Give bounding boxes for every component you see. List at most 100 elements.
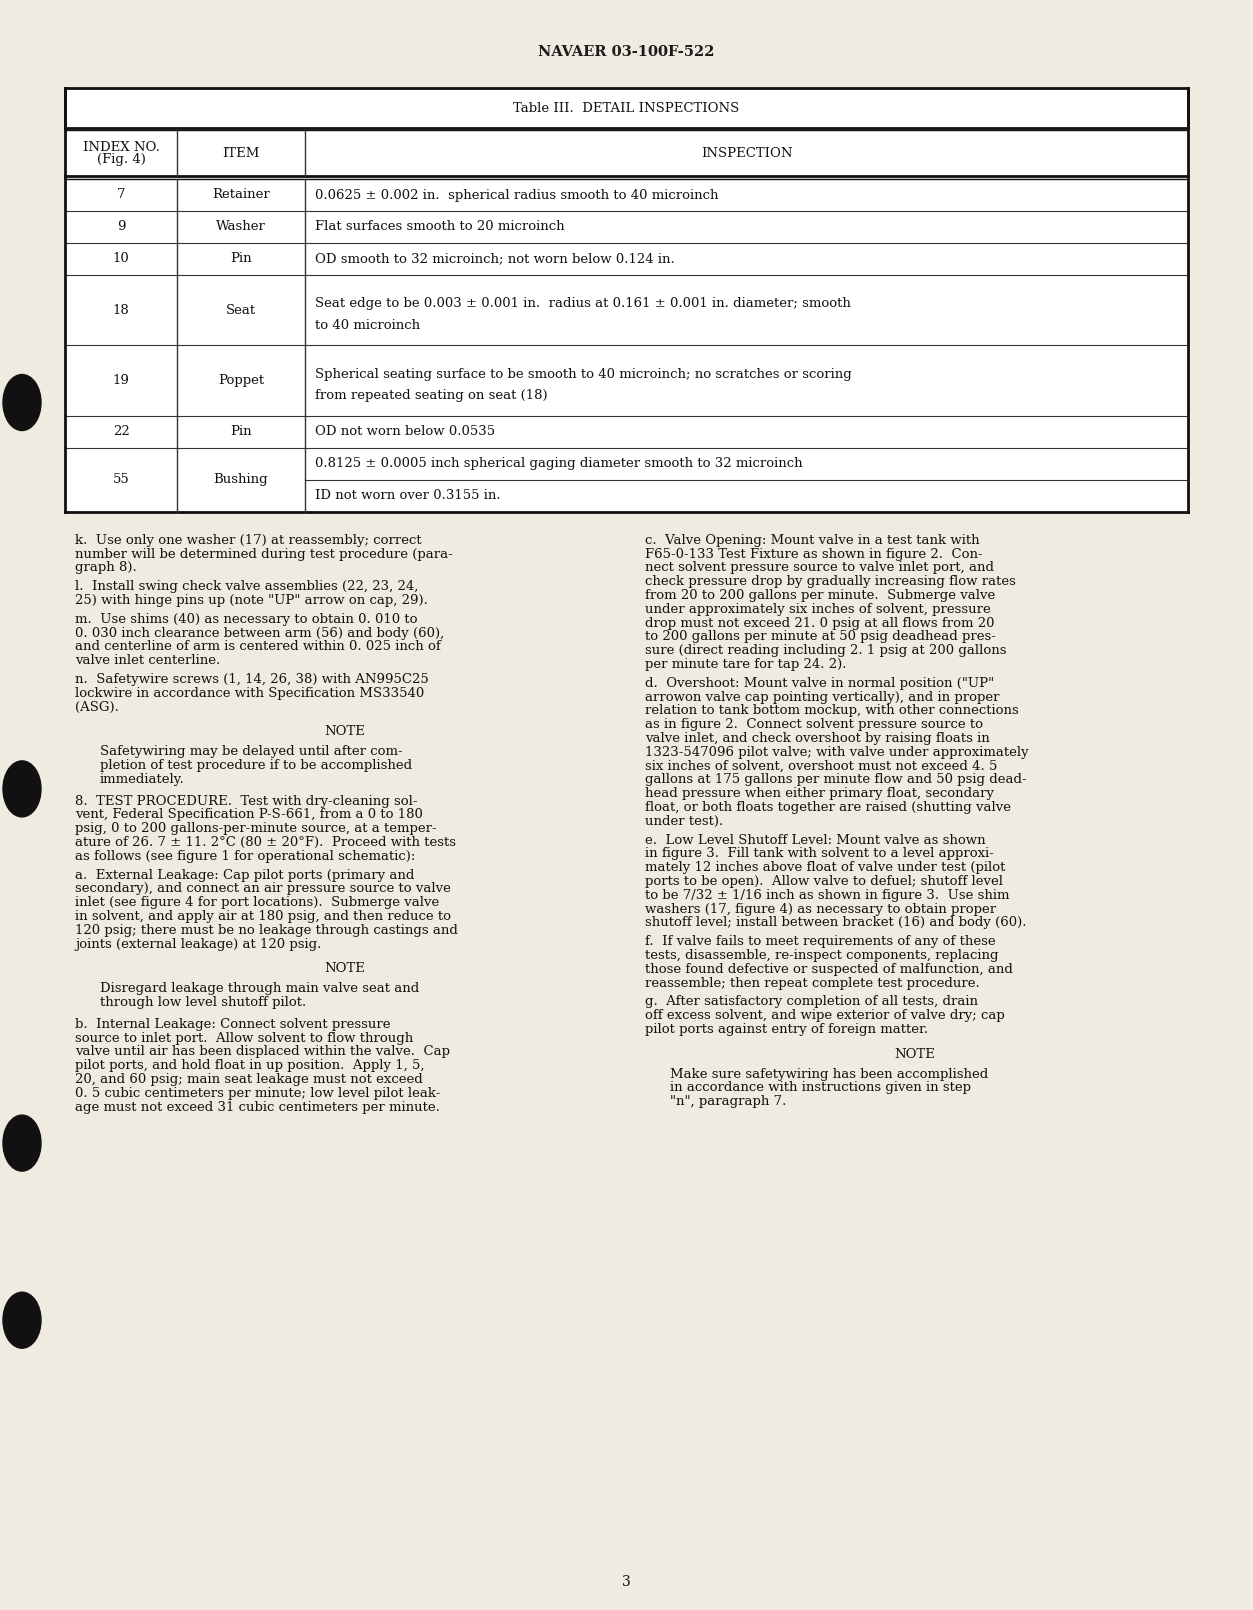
Text: through low level shutoff pilot.: through low level shutoff pilot. — [100, 997, 306, 1009]
Text: in accordance with instructions given in step: in accordance with instructions given in… — [670, 1082, 971, 1095]
Text: n.  Safetywire screws (1, 14, 26, 38) with AN995C25: n. Safetywire screws (1, 14, 26, 38) wit… — [75, 673, 429, 686]
Text: off excess solvent, and wipe exterior of valve dry; cap: off excess solvent, and wipe exterior of… — [645, 1009, 1005, 1022]
Text: gallons at 175 gallons per minute flow and 50 psig dead-: gallons at 175 gallons per minute flow a… — [645, 773, 1026, 786]
Ellipse shape — [3, 375, 41, 430]
Ellipse shape — [3, 762, 41, 816]
Text: Seat: Seat — [226, 304, 256, 317]
Text: 1323-547096 pilot valve; with valve under approximately: 1323-547096 pilot valve; with valve unde… — [645, 745, 1029, 758]
Text: Safetywiring may be delayed until after com-: Safetywiring may be delayed until after … — [100, 745, 402, 758]
Text: 8.  TEST PROCEDURE.  Test with dry-cleaning sol-: 8. TEST PROCEDURE. Test with dry-cleanin… — [75, 795, 417, 808]
Text: as follows (see figure 1 for operational schematic):: as follows (see figure 1 for operational… — [75, 850, 416, 863]
Text: six inches of solvent, overshoot must not exceed 4. 5: six inches of solvent, overshoot must no… — [645, 760, 997, 773]
Text: lockwire in accordance with Specification MS33540: lockwire in accordance with Specificatio… — [75, 687, 425, 700]
Text: valve inlet, and check overshoot by raising floats in: valve inlet, and check overshoot by rais… — [645, 733, 990, 745]
Bar — [65, 415, 1188, 448]
Text: graph 8).: graph 8). — [75, 562, 137, 575]
Text: reassemble; then repeat complete test procedure.: reassemble; then repeat complete test pr… — [645, 977, 980, 990]
Text: arrowon valve cap pointing vertically), and in proper: arrowon valve cap pointing vertically), … — [645, 691, 1000, 704]
Text: washers (17, figure 4) as necessary to obtain proper: washers (17, figure 4) as necessary to o… — [645, 903, 996, 916]
Text: "n", paragraph 7.: "n", paragraph 7. — [670, 1095, 787, 1108]
Text: b.  Internal Leakage: Connect solvent pressure: b. Internal Leakage: Connect solvent pre… — [75, 1018, 391, 1030]
Text: as in figure 2.  Connect solvent pressure source to: as in figure 2. Connect solvent pressure… — [645, 718, 984, 731]
Text: per minute tare for tap 24. 2).: per minute tare for tap 24. 2). — [645, 658, 847, 671]
Text: age must not exceed 31 cubic centimeters per minute.: age must not exceed 31 cubic centimeters… — [75, 1101, 440, 1114]
Bar — [65, 179, 1188, 211]
Text: NOTE: NOTE — [325, 726, 366, 739]
Text: vent, Federal Specification P-S-661, from a 0 to 180: vent, Federal Specification P-S-661, fro… — [75, 808, 422, 821]
Text: NOTE: NOTE — [895, 1048, 936, 1061]
Bar — [65, 130, 1188, 177]
Text: mately 12 inches above float of valve under test (pilot: mately 12 inches above float of valve un… — [645, 861, 1005, 874]
Text: 19: 19 — [113, 374, 129, 386]
Text: source to inlet port.  Allow solvent to flow through: source to inlet port. Allow solvent to f… — [75, 1032, 413, 1045]
Text: nect solvent pressure source to valve inlet port, and: nect solvent pressure source to valve in… — [645, 562, 994, 575]
Text: ature of 26. 7 ± 11. 2°C (80 ± 20°F).  Proceed with tests: ature of 26. 7 ± 11. 2°C (80 ± 20°F). Pr… — [75, 836, 456, 848]
Text: d.  Overshoot: Mount valve in normal position ("UP": d. Overshoot: Mount valve in normal posi… — [645, 676, 994, 689]
Text: ports to be open).  Allow valve to defuel; shutoff level: ports to be open). Allow valve to defuel… — [645, 874, 1002, 889]
Text: Washer: Washer — [216, 221, 266, 233]
Text: tests, disassemble, re-inspect components, replacing: tests, disassemble, re-inspect component… — [645, 948, 999, 963]
Bar — [65, 448, 1188, 512]
Text: OD not worn below 0.0535: OD not worn below 0.0535 — [315, 425, 495, 438]
Text: pilot ports, and hold float in up position.  Apply 1, 5,: pilot ports, and hold float in up positi… — [75, 1059, 425, 1072]
Text: Disregard leakage through main valve seat and: Disregard leakage through main valve sea… — [100, 982, 420, 995]
Text: INDEX NO.: INDEX NO. — [83, 142, 159, 155]
Text: psig, 0 to 200 gallons-per-minute source, at a temper-: psig, 0 to 200 gallons-per-minute source… — [75, 823, 436, 836]
Text: 55: 55 — [113, 473, 129, 486]
Text: 0. 5 cubic centimeters per minute; low level pilot leak-: 0. 5 cubic centimeters per minute; low l… — [75, 1087, 440, 1100]
Text: head pressure when either primary float, secondary: head pressure when either primary float,… — [645, 787, 994, 800]
Text: Pin: Pin — [231, 253, 252, 266]
Text: shutoff level; install between bracket (16) and body (60).: shutoff level; install between bracket (… — [645, 916, 1026, 929]
Ellipse shape — [3, 1116, 41, 1170]
Bar — [65, 211, 1188, 243]
Bar — [65, 89, 1188, 129]
Text: Seat edge to be 0.003 ± 0.001 in.  radius at 0.161 ± 0.001 in. diameter; smooth: Seat edge to be 0.003 ± 0.001 in. radius… — [315, 298, 851, 311]
Text: NOTE: NOTE — [325, 963, 366, 976]
Text: in figure 3.  Fill tank with solvent to a level approxi-: in figure 3. Fill tank with solvent to a… — [645, 847, 994, 860]
Text: to 200 gallons per minute at 50 psig deadhead pres-: to 200 gallons per minute at 50 psig dea… — [645, 631, 996, 644]
Text: 18: 18 — [113, 304, 129, 317]
Text: joints (external leakage) at 120 psig.: joints (external leakage) at 120 psig. — [75, 937, 321, 950]
Text: Spherical seating surface to be smooth to 40 microinch; no scratches or scoring: Spherical seating surface to be smooth t… — [315, 367, 852, 380]
Text: 0. 030 inch clearance between arm (56) and body (60),: 0. 030 inch clearance between arm (56) a… — [75, 626, 445, 639]
Text: from 20 to 200 gallons per minute.  Submerge valve: from 20 to 200 gallons per minute. Subme… — [645, 589, 995, 602]
Text: to 40 microinch: to 40 microinch — [315, 319, 420, 332]
Text: NAVAER 03-100F-522: NAVAER 03-100F-522 — [539, 45, 714, 60]
Text: check pressure drop by gradually increasing flow rates: check pressure drop by gradually increas… — [645, 575, 1016, 588]
Text: ID not worn over 0.3155 in.: ID not worn over 0.3155 in. — [315, 489, 501, 502]
Text: drop must not exceed 21. 0 psig at all flows from 20: drop must not exceed 21. 0 psig at all f… — [645, 617, 995, 630]
Text: Retainer: Retainer — [212, 188, 269, 201]
Ellipse shape — [3, 1293, 41, 1348]
Text: Poppet: Poppet — [218, 374, 264, 386]
Text: under approximately six inches of solvent, pressure: under approximately six inches of solven… — [645, 602, 991, 615]
Text: OD smooth to 32 microinch; not worn below 0.124 in.: OD smooth to 32 microinch; not worn belo… — [315, 253, 675, 266]
Text: INSPECTION: INSPECTION — [700, 147, 792, 159]
Text: valve inlet centerline.: valve inlet centerline. — [75, 654, 221, 667]
Text: pilot ports against entry of foreign matter.: pilot ports against entry of foreign mat… — [645, 1022, 928, 1035]
Text: c.  Valve Opening: Mount valve in a test tank with: c. Valve Opening: Mount valve in a test … — [645, 535, 980, 547]
Text: f.  If valve fails to meet requirements of any of these: f. If valve fails to meet requirements o… — [645, 935, 996, 948]
Text: 7: 7 — [117, 188, 125, 201]
Text: 3: 3 — [623, 1575, 630, 1589]
Text: e.  Low Level Shutoff Level: Mount valve as shown: e. Low Level Shutoff Level: Mount valve … — [645, 834, 986, 847]
Text: a.  External Leakage: Cap pilot ports (primary and: a. External Leakage: Cap pilot ports (pr… — [75, 869, 415, 882]
Text: immediately.: immediately. — [100, 773, 184, 786]
Text: pletion of test procedure if to be accomplished: pletion of test procedure if to be accom… — [100, 758, 412, 773]
Text: 0.8125 ± 0.0005 inch spherical gaging diameter smooth to 32 microinch: 0.8125 ± 0.0005 inch spherical gaging di… — [315, 457, 803, 470]
Text: Flat surfaces smooth to 20 microinch: Flat surfaces smooth to 20 microinch — [315, 221, 565, 233]
Text: l.  Install swing check valve assemblies (22, 23, 24,: l. Install swing check valve assemblies … — [75, 580, 419, 592]
Text: (Fig. 4): (Fig. 4) — [96, 153, 145, 166]
Text: under test).: under test). — [645, 815, 723, 828]
Text: 0.0625 ± 0.002 in.  spherical radius smooth to 40 microinch: 0.0625 ± 0.002 in. spherical radius smoo… — [315, 188, 718, 201]
Text: sure (direct reading including 2. 1 psig at 200 gallons: sure (direct reading including 2. 1 psig… — [645, 644, 1006, 657]
Text: 25) with hinge pins up (note "UP" arrow on cap, 29).: 25) with hinge pins up (note "UP" arrow … — [75, 594, 427, 607]
Text: 20, and 60 psig; main seat leakage must not exceed: 20, and 60 psig; main seat leakage must … — [75, 1072, 422, 1087]
Text: g.  After satisfactory completion of all tests, drain: g. After satisfactory completion of all … — [645, 995, 979, 1008]
Text: m.  Use shims (40) as necessary to obtain 0. 010 to: m. Use shims (40) as necessary to obtain… — [75, 613, 417, 626]
Text: Table III.  DETAIL INSPECTIONS: Table III. DETAIL INSPECTIONS — [514, 101, 739, 114]
Text: those found defective or suspected of malfunction, and: those found defective or suspected of ma… — [645, 963, 1012, 976]
Text: and centerline of arm is centered within 0. 025 inch of: and centerline of arm is centered within… — [75, 641, 441, 654]
Text: (ASG).: (ASG). — [75, 700, 119, 713]
Text: to be 7/32 ± 1/16 inch as shown in figure 3.  Use shim: to be 7/32 ± 1/16 inch as shown in figur… — [645, 889, 1010, 902]
Text: inlet (see figure 4 for port locations).  Submerge valve: inlet (see figure 4 for port locations).… — [75, 897, 440, 910]
